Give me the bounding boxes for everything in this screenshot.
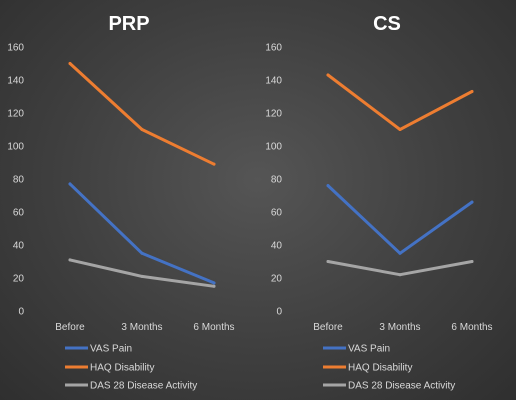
cs-y-tick-label: 80 <box>271 175 283 186</box>
prp-x-tick-label: 6 Months <box>193 322 234 333</box>
prp-data-point-das-28-disease-activity <box>140 274 144 278</box>
prp-series-line-haq-disability <box>68 62 216 166</box>
prp-y-tick-label: 60 <box>13 208 25 219</box>
prp-data-point-haq-disability <box>212 162 216 166</box>
prp-data-point-das-28-disease-activity <box>68 258 72 262</box>
prp-y-tick-label: 40 <box>13 241 25 252</box>
prp-y-tick-label: 100 <box>7 142 24 153</box>
chart-panel-cs: CS 0 20 40 60 80 100 120 140 160 Before 3 Months 6 M… <box>258 0 516 400</box>
cs-chart-title: CS <box>373 13 401 35</box>
cs-data-point-das-28-disease-activity <box>470 260 474 263</box>
cs-legend-label-das-28-disease-activity: DAS 28 Disease Activity <box>348 381 455 392</box>
cs-series-line-das-28-disease-activity <box>326 260 474 277</box>
cs-x-tick-label: 3 Months <box>379 322 420 333</box>
chart-prp: PRP 0 20 40 60 80 100 120 140 160 Before 3 Months 6 … <box>7 13 235 392</box>
cs-data-point-vas-pain <box>398 251 402 255</box>
cs-data-point-haq-disability <box>398 128 402 131</box>
cs-y-tick-label: 20 <box>271 274 283 285</box>
cs-y-tick-label: 160 <box>265 43 282 54</box>
prp-legend-label-vas-pain: VAS Pain <box>90 344 132 355</box>
cs-legend-label-vas-pain: VAS Pain <box>348 344 390 355</box>
prp-chart-title: PRP <box>108 13 149 35</box>
cs-x-tick-label: Before <box>313 322 343 333</box>
prp-data-point-haq-disability <box>68 62 72 65</box>
prp-data-point-vas-pain <box>68 182 72 186</box>
prp-y-tick-label: 160 <box>7 43 24 54</box>
prp-data-point-haq-disability <box>140 128 144 131</box>
cs-data-point-haq-disability <box>470 90 474 94</box>
prp-y-tick-label: 80 <box>13 175 25 186</box>
prp-legend-label-haq-disability: HAQ Disability <box>90 363 154 374</box>
cs-y-tick-label: 60 <box>271 208 283 219</box>
cs-data-point-das-28-disease-activity <box>326 260 330 263</box>
prp-legend-label-das-28-disease-activity: DAS 28 Disease Activity <box>90 381 197 392</box>
cs-y-tick-label: 140 <box>265 76 282 87</box>
cs-data-point-haq-disability <box>326 73 330 77</box>
prp-x-tick-label: Before <box>55 322 85 333</box>
cs-series-line-haq-disability <box>326 73 474 131</box>
cs-data-point-vas-pain <box>326 184 330 188</box>
prp-y-tick-label: 120 <box>7 109 24 120</box>
prp-data-point-das-28-disease-activity <box>212 284 216 288</box>
cs-data-point-das-28-disease-activity <box>398 273 402 277</box>
prp-data-point-vas-pain <box>140 251 144 255</box>
prp-series-line-vas-pain <box>68 182 216 285</box>
prp-y-tick-label: 20 <box>13 274 25 285</box>
chart-cs: CS 0 20 40 60 80 100 120 140 160 Before 3 Months 6 M… <box>265 13 492 392</box>
cs-series-line-vas-pain <box>326 184 474 255</box>
prp-y-tick-label: 0 <box>18 307 24 318</box>
cs-x-tick-label: 6 Months <box>451 322 492 333</box>
cs-data-point-vas-pain <box>470 200 474 204</box>
prp-y-tick-label: 140 <box>7 76 24 87</box>
prp-data-point-vas-pain <box>212 281 216 285</box>
chart-panel-prp: PRP 0 20 40 60 80 100 120 140 160 Before 3 Months 6 … <box>7 13 235 392</box>
cs-y-tick-label: 0 <box>276 307 282 318</box>
cs-y-tick-label: 120 <box>265 109 282 120</box>
cs-y-tick-label: 100 <box>265 142 282 153</box>
prp-x-tick-label: 3 Months <box>121 322 162 333</box>
cs-legend-label-haq-disability: HAQ Disability <box>348 363 412 374</box>
cs-y-tick-label: 40 <box>271 241 283 252</box>
